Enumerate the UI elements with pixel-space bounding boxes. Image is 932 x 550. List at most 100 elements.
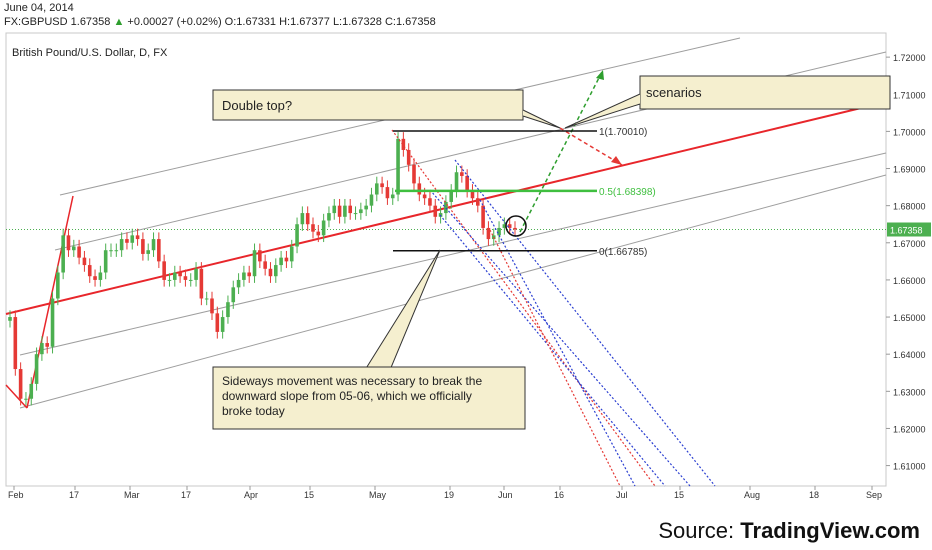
candle-body <box>18 369 23 399</box>
source-name: TradingView.com <box>740 518 920 543</box>
channel-line <box>19 152 887 356</box>
candle-body <box>34 354 39 384</box>
candle-body <box>289 246 294 262</box>
candle-body <box>385 187 390 199</box>
candle-body <box>359 209 363 214</box>
source-prefix: Source: <box>658 518 735 543</box>
high-value: H:1.67377 <box>279 16 330 28</box>
candle-body <box>481 205 485 228</box>
change: +0.00027 (+0.02%) <box>127 16 222 28</box>
candle-body <box>332 205 337 214</box>
x-tick-label: 19 <box>444 490 454 500</box>
open-value: O:1.67331 <box>224 16 277 28</box>
y-tick-label: 1.72000 <box>893 53 926 63</box>
candle-body <box>71 246 76 251</box>
bull-scenario-arrow <box>519 69 604 233</box>
x-tick-label: Feb <box>8 490 24 500</box>
x-tick-label: 17 <box>69 490 79 500</box>
candle-body <box>268 268 273 277</box>
candle-body <box>247 272 252 277</box>
scenarios-pointer <box>564 93 641 129</box>
y-tick-label: 1.68000 <box>893 202 926 212</box>
candle-body <box>364 205 368 210</box>
up-arrow-icon: ▲ <box>113 16 125 28</box>
candle-body <box>337 205 342 217</box>
double-top-text: Double top? <box>222 98 292 113</box>
candle-body <box>380 183 384 188</box>
candle-body <box>172 272 177 280</box>
x-tick-label: 15 <box>304 490 314 500</box>
candle-body <box>87 265 92 277</box>
candle-body <box>284 257 289 262</box>
scenarios-text: scenarios <box>646 85 702 100</box>
candle-body <box>8 317 12 321</box>
candle-body <box>188 279 193 281</box>
candle-body <box>82 257 87 266</box>
y-axis: 1.72000 1.71000 1.70000 1.69000 1.68000 1.670… <box>6 53 931 472</box>
bull-arrow-head <box>596 70 604 80</box>
candle-body <box>513 227 517 230</box>
candle-body <box>295 224 299 247</box>
sideways-text-line: Sideways movement was necessary to break… <box>222 374 482 388</box>
source-credit: Source: TradingView.com <box>658 518 920 544</box>
candle-body <box>497 227 501 236</box>
candle-body <box>300 213 305 225</box>
y-tick-label: 1.70000 <box>893 127 926 137</box>
candle-body <box>141 239 145 254</box>
x-tick-label: 17 <box>181 490 191 500</box>
candle-body <box>194 268 198 280</box>
candle-body <box>226 302 230 318</box>
candle-body <box>321 220 326 236</box>
candle-body <box>353 213 358 215</box>
candle-body <box>119 239 124 251</box>
candle-body <box>40 343 44 355</box>
sideways-callout <box>212 366 526 430</box>
candle-body <box>390 194 395 199</box>
candle-body <box>151 239 156 251</box>
candle-body <box>475 198 480 206</box>
candle-body <box>167 279 172 281</box>
candle-body <box>199 268 204 299</box>
x-tick-label: Mar <box>124 490 140 500</box>
candle-body <box>406 149 411 165</box>
candle-body <box>444 201 448 214</box>
y-tick-label: 1.69000 <box>893 165 926 175</box>
candle-body <box>135 235 140 240</box>
candle-body <box>242 272 246 280</box>
x-tick-label: Sep <box>866 490 882 500</box>
fib-label: 1(1.70010) <box>599 127 647 138</box>
callouts: Double top? scenarios Sideways movement wa… <box>212 75 891 430</box>
current-price-label: 1.67358 <box>890 225 923 235</box>
x-tick-label: Aug <box>744 490 760 500</box>
candle-body <box>412 164 416 184</box>
candle-body <box>98 272 103 280</box>
candle-body <box>279 257 283 266</box>
candle-body <box>460 172 464 176</box>
candle-body <box>125 239 129 243</box>
x-axis: Feb 17 Mar 17 Apr 15 May 19 Jun 16 Jul 15 Aug 18 Sep <box>8 486 882 500</box>
low-value: L:1.67328 <box>332 16 382 28</box>
candle-body <box>93 276 97 280</box>
candle-body <box>24 398 28 400</box>
candle-body <box>396 138 400 195</box>
x-tick-label: May <box>369 490 387 500</box>
y-tick-label: 1.66000 <box>893 276 926 286</box>
candle-body <box>507 224 512 228</box>
bear-arrow-head <box>611 156 622 165</box>
sideways-text-line: broke today <box>222 404 285 418</box>
candle-body <box>311 224 315 232</box>
x-tick-label: 16 <box>554 490 564 500</box>
candle-body <box>204 298 209 300</box>
candle-body <box>162 261 166 280</box>
chart-title: British Pound/U.S. Dollar, D, FX <box>12 47 168 59</box>
fib-label: 0.5(1.68398) <box>599 187 656 198</box>
candle-body <box>61 235 65 273</box>
candle-body <box>236 279 241 288</box>
candle-body <box>146 250 151 254</box>
candle-body <box>428 198 432 206</box>
x-tick-label: 18 <box>809 490 819 500</box>
breakout-circle <box>505 215 527 237</box>
candle-body <box>178 272 182 277</box>
candle-body <box>109 250 113 252</box>
